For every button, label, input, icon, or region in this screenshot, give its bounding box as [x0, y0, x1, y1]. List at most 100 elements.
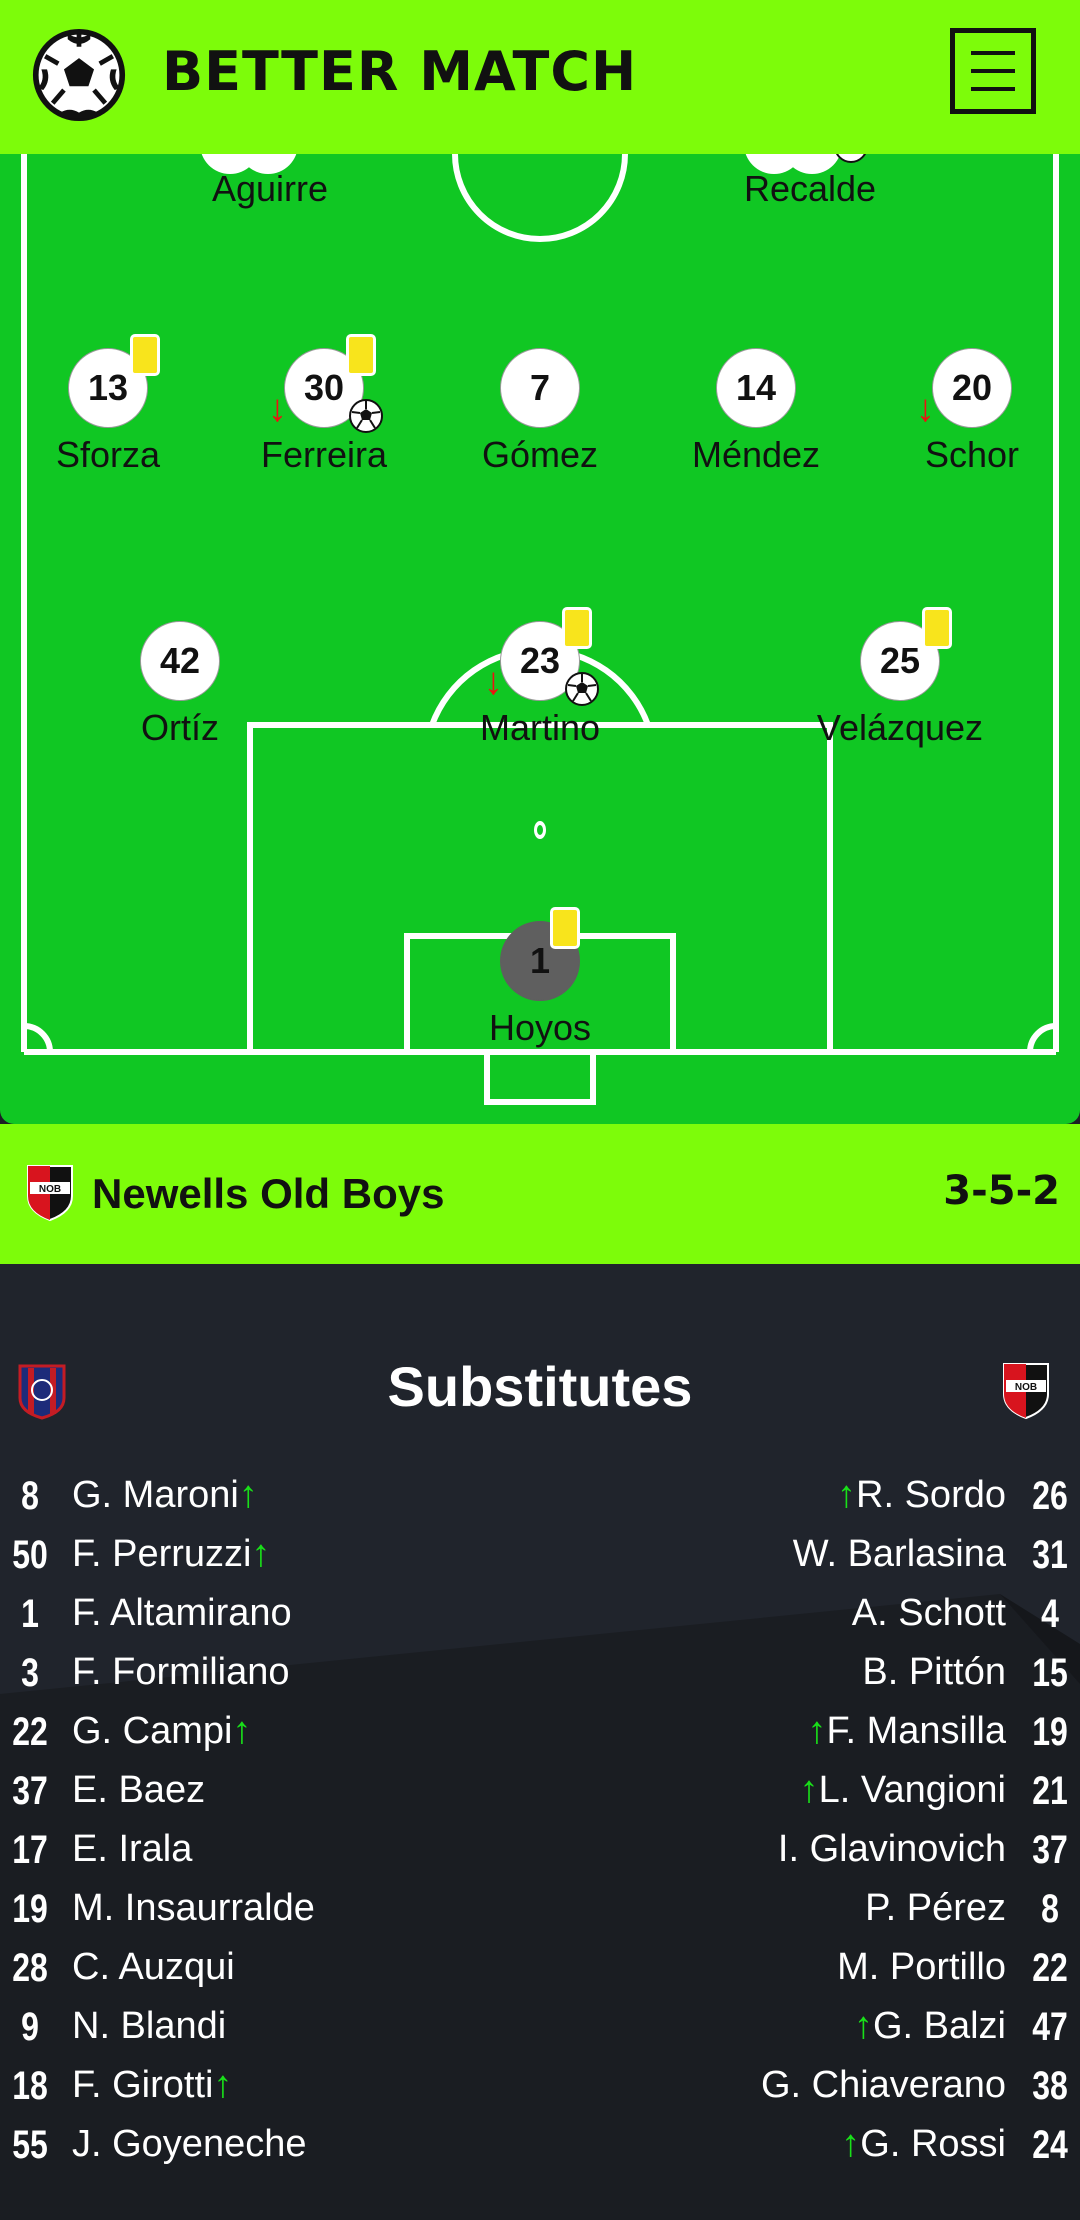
sub-name-text: B. Pittón	[862, 1651, 1006, 1693]
sub-out-arrow-icon: ↓	[916, 388, 935, 430]
sub-name-text: P. Pérez	[865, 1887, 1006, 1929]
player-name: Schor	[924, 434, 1020, 475]
player-number: 13	[68, 348, 148, 428]
home-sub-name[interactable]: F. Girotti↑	[72, 2064, 232, 2107]
player-sforza[interactable]: 13 Sforza	[8, 334, 208, 476]
sub-name-text: F. Girotti	[72, 2064, 214, 2106]
sub-name-text: F. Altamirano	[72, 1592, 292, 1634]
away-sub-number: 8	[1041, 1887, 1059, 1931]
player-mendez[interactable]: 14 Méndez	[656, 348, 856, 476]
player-name: Recalde	[743, 168, 877, 209]
sub-in-arrow-icon: ↑	[799, 1769, 819, 1811]
home-sub-name[interactable]: F. Altamirano	[72, 1592, 292, 1635]
player-number: 20	[932, 348, 1012, 428]
away-sub-name[interactable]: ↑R. Sordo	[837, 1474, 1006, 1517]
sub-out-arrow-icon: ↓	[484, 661, 503, 703]
substitutes-background	[0, 1594, 1080, 2220]
svg-text:NOB: NOB	[39, 1184, 61, 1195]
player-recalde[interactable]: Recalde	[710, 162, 910, 210]
home-sub-name[interactable]: C. Auzqui	[72, 1946, 235, 1989]
away-sub-name[interactable]: ↑G. Rossi	[841, 2123, 1006, 2166]
away-sub-name[interactable]: ↑L. Vangioni	[800, 1769, 1006, 1812]
player-name: Martino	[479, 707, 601, 748]
home-sub-name[interactable]: J. Goyeneche	[72, 2123, 306, 2166]
sub-name-text: C. Auzqui	[72, 1946, 235, 1988]
away-sub-name[interactable]: ↑G. Balzi	[854, 2005, 1006, 2048]
sub-in-arrow-icon: ↑	[238, 1474, 258, 1516]
sub-name-text: J. Goyeneche	[72, 2123, 307, 2165]
player-name: Ortíz	[141, 707, 219, 748]
pitch-lines	[21, 154, 1059, 1105]
home-sub-name[interactable]: N. Blandi	[72, 2005, 226, 2048]
home-sub-number: 18	[12, 2064, 48, 2108]
home-sub-name[interactable]: E. Baez	[72, 1769, 205, 1812]
substitute-row: 19 M. Insaurralde 8 P. Pérez	[0, 1887, 1080, 1945]
sub-name-text: F. Mansilla	[826, 1710, 1007, 1752]
away-sub-number: 26	[1032, 1474, 1068, 1518]
sub-in-arrow-icon: ↑	[837, 1474, 857, 1516]
sub-in-arrow-icon: ↑	[213, 2064, 233, 2106]
yellow-card-icon	[922, 607, 952, 649]
sub-name-text: R. Sordo	[856, 1474, 1006, 1516]
home-sub-name[interactable]: F. Perruzzi↑	[72, 1533, 270, 1576]
sub-name-text: G. Chiaverano	[760, 2064, 1006, 2106]
home-sub-number: 17	[12, 1828, 48, 1872]
away-sub-number: 38	[1032, 2064, 1068, 2108]
home-sub-name[interactable]: G. Maroni↑	[72, 1474, 258, 1517]
away-sub-name[interactable]: I. Glavinovich	[778, 1828, 1006, 1871]
home-sub-name[interactable]: G. Campi↑	[72, 1710, 251, 1753]
menu-line	[971, 87, 1015, 91]
player-martino[interactable]: 23 Martino ↓	[440, 607, 640, 749]
player-number: 7	[500, 348, 580, 428]
player-number: 42	[140, 621, 220, 701]
player-number: 14	[716, 348, 796, 428]
player-name: Sforza	[55, 434, 161, 475]
player-hoyos[interactable]: 1 Hoyos	[440, 907, 640, 1049]
sub-name-text: G. Rossi	[860, 2123, 1006, 2165]
team-name: Newells Old Boys	[92, 1170, 445, 1217]
away-sub-number: 21	[1032, 1769, 1068, 1813]
home-sub-name[interactable]: F. Formiliano	[72, 1651, 290, 1694]
sub-name-text: N. Blandi	[72, 2005, 227, 2047]
hamburger-menu-button[interactable]	[950, 28, 1036, 114]
player-gomez[interactable]: 7 Gómez	[440, 348, 640, 476]
home-sub-number: 37	[12, 1769, 48, 1813]
substitute-row: 9 N. Blandi 47 ↑G. Balzi	[0, 2005, 1080, 2063]
home-sub-name[interactable]: M. Insaurralde	[72, 1887, 315, 1930]
home-sub-name[interactable]: E. Irala	[72, 1828, 192, 1871]
sub-name-text: E. Irala	[72, 1828, 193, 1870]
san-lorenzo-crest-icon	[18, 1364, 66, 1420]
away-sub-name[interactable]: P. Pérez	[865, 1887, 1006, 1930]
sub-in-arrow-icon: ↑	[807, 1710, 827, 1752]
away-sub-name[interactable]: W. Barlasina	[793, 1533, 1006, 1576]
team-formation: 3-5-2	[943, 1168, 1060, 1214]
away-sub-name[interactable]: A. Schott	[852, 1592, 1006, 1635]
newells-crest-icon: NOB	[27, 1165, 73, 1222]
sub-name-text: G. Balzi	[872, 2005, 1006, 2047]
away-sub-number: 22	[1032, 1946, 1068, 1990]
away-sub-name[interactable]: B. Pittón	[862, 1651, 1006, 1694]
player-ortiz[interactable]: 42 Ortíz	[80, 621, 280, 749]
soccer-ball-icon	[32, 28, 126, 122]
player-name: Méndez	[691, 434, 821, 475]
sub-name-text: I. Glavinovich	[777, 1828, 1006, 1870]
player-ferreira[interactable]: 30 Ferreira ↓	[224, 334, 424, 476]
away-sub-name[interactable]: G. Chiaverano	[761, 2064, 1006, 2107]
sub-name-text: A. Schott	[851, 1592, 1006, 1634]
substitutes-title: Substitutes	[387, 1355, 693, 1418]
goal-ball-icon	[349, 399, 383, 433]
player-velazquez[interactable]: 25 Velázquez	[800, 607, 1000, 749]
newells-crest-icon: NOB	[1003, 1363, 1049, 1420]
sub-in-arrow-icon: ↑	[232, 1710, 252, 1752]
player-aguirre[interactable]: Aguirre	[170, 162, 370, 210]
goal-ball-icon	[565, 672, 599, 706]
substitutes-section: Substitutes NOB 8 G. Maroni↑ 26 ↑R. Sordo 50…	[0, 1264, 1080, 2220]
substitute-row: 17 E. Irala 37 I. Glavinovich	[0, 1828, 1080, 1886]
away-sub-name[interactable]: M. Portillo	[837, 1946, 1006, 1989]
sub-in-arrow-icon: ↑	[841, 2123, 861, 2165]
player-name: Ferreira	[260, 434, 388, 475]
away-sub-name[interactable]: ↑F. Mansilla	[808, 1710, 1007, 1753]
substitute-row: 8 G. Maroni↑ 26 ↑R. Sordo	[0, 1474, 1080, 1532]
svg-text:NOB: NOB	[1015, 1382, 1037, 1393]
player-schor[interactable]: 20 Schor ↓	[872, 348, 1072, 476]
